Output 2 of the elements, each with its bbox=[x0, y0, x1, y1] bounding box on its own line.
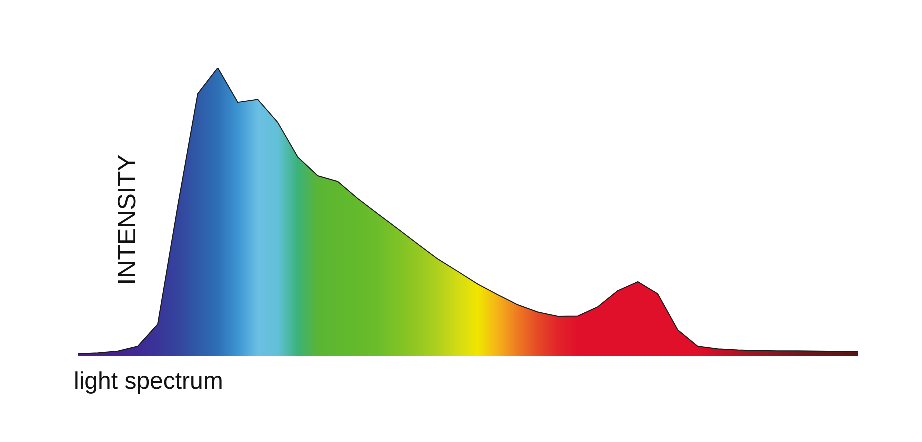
y-axis-title: INTENSITY bbox=[114, 154, 142, 286]
x-axis-title: light spectrum bbox=[74, 368, 224, 396]
